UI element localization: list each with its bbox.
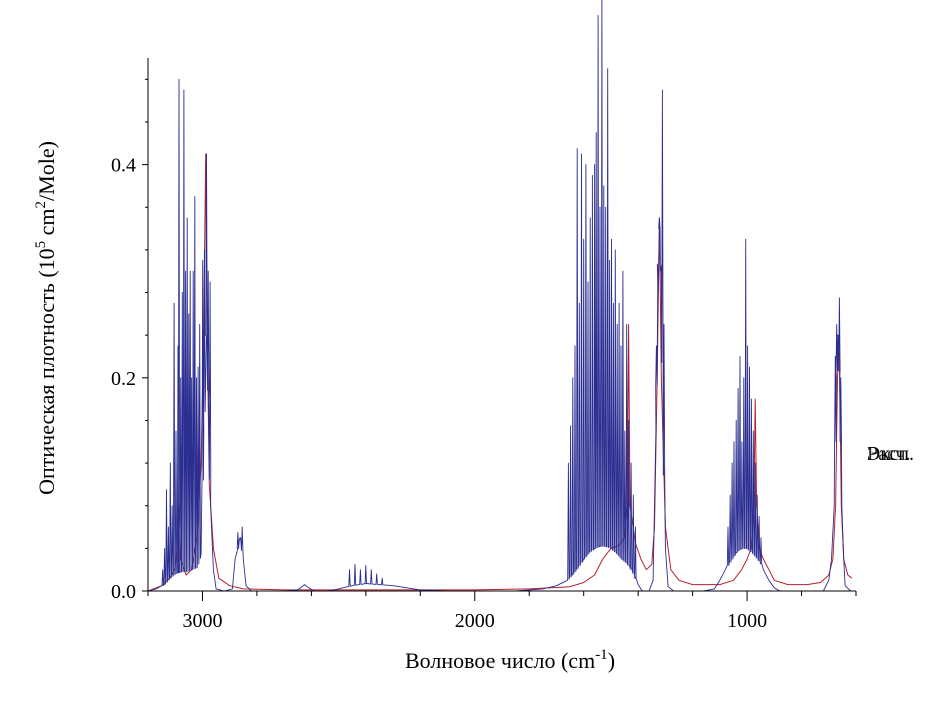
legend-label-experimental: Эксп. — [867, 443, 914, 465]
y-ticks: 0.0 0.2 0.4 — [111, 78, 148, 603]
x-tick-label: 1000 — [727, 610, 767, 632]
x-axis-title: Волновое число (cm-1) — [405, 647, 615, 673]
series-calculated-line — [148, 153, 853, 592]
x-tick-label: 2000 — [455, 610, 495, 632]
series-experimental-line — [148, 0, 851, 592]
y-tick-label: 0.0 — [111, 581, 136, 603]
series-layer — [148, 0, 853, 592]
legend-label-calculated: Расч. — [867, 443, 911, 465]
x-tick-label: 3000 — [182, 610, 222, 632]
y-tick-label: 0.2 — [111, 368, 136, 390]
y-tick-label: 0.4 — [111, 155, 136, 177]
x-ticks: 3000 2000 1000 — [147, 591, 857, 632]
y-axis-title: Оптическая плотность (105 cm2/Mole) — [33, 141, 59, 495]
legend: Эксп. Расч. — [867, 443, 914, 465]
